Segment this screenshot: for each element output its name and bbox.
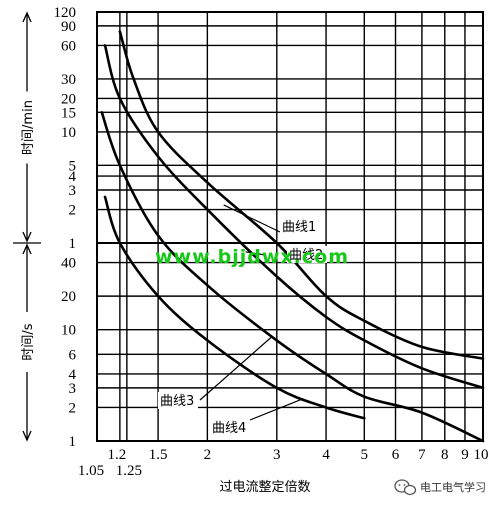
brand-name: 电工电气学习 bbox=[420, 480, 486, 494]
y-tick-label-min: 60 bbox=[61, 38, 76, 54]
x-tick-labels: 1.051.21.25 1.5 2 3 4 5 6 7 8 9 10 bbox=[78, 447, 489, 479]
x-tick-label: 2 bbox=[204, 447, 212, 463]
y-tick-label-min: 30 bbox=[61, 72, 76, 88]
x-tick-label: 1.25 bbox=[116, 463, 142, 479]
y-tick-label-sec: 1 bbox=[69, 434, 77, 450]
series-leader-4 bbox=[249, 398, 304, 421]
series-label-backdrop bbox=[280, 218, 320, 235]
y-tick-label-min: 2 bbox=[69, 203, 77, 219]
y-tick-label-min: 5 bbox=[69, 158, 77, 174]
series-label-backdrop bbox=[210, 419, 250, 436]
x-tick-label: 8 bbox=[441, 447, 449, 463]
y-tick-label-sec: 20 bbox=[61, 289, 76, 305]
y-tick-label-min: 90 bbox=[61, 19, 76, 35]
y-tick-label-sec: 3 bbox=[69, 381, 77, 397]
y-tick-label-min: 15 bbox=[61, 105, 76, 121]
sec-label-backdrop bbox=[19, 312, 35, 372]
x-tick-label: 7 bbox=[418, 447, 426, 463]
x-tick-label: 6 bbox=[392, 447, 400, 463]
x-axis-label: 过电流整定倍数 bbox=[219, 480, 310, 495]
series-line-4 bbox=[103, 195, 366, 420]
y-tick-label-min: 3 bbox=[69, 183, 77, 199]
series-labels: 曲线1 曲线2 曲线3 曲线4 bbox=[158, 204, 327, 436]
series-leader-2 bbox=[245, 251, 266, 256]
x-tick-label: 4 bbox=[322, 447, 330, 463]
y-tick-label-sec: 40 bbox=[61, 256, 76, 272]
series-label-2: 曲线2 bbox=[289, 248, 323, 263]
chart-curves bbox=[100, 30, 485, 443]
y-tick-label-sec: 10 bbox=[61, 323, 76, 339]
x-tick-label: 5 bbox=[361, 447, 369, 463]
x-tick-label: 10 bbox=[474, 447, 489, 463]
y-tick-label-sec: 2 bbox=[69, 400, 77, 416]
series-label-4: 曲线4 bbox=[212, 421, 246, 436]
series-leader-3 bbox=[199, 337, 272, 401]
brand-badge: 电工电气学习 bbox=[394, 479, 486, 496]
y-tick-label-sec: 4 bbox=[69, 367, 77, 383]
y-tick-label-sec: 6 bbox=[69, 347, 77, 363]
y-tick-label-divider: 1 bbox=[69, 236, 77, 252]
series-leader-1 bbox=[223, 204, 281, 233]
x-tick-label: 9 bbox=[461, 447, 469, 463]
y-tick-label-min: 120 bbox=[54, 5, 77, 21]
plot-frame bbox=[96, 11, 484, 442]
y-axis-label-min: 时间/min bbox=[21, 100, 36, 155]
min-label-backdrop bbox=[19, 91, 35, 164]
chart-grid bbox=[96, 11, 484, 442]
wechat-icon bbox=[394, 479, 417, 496]
y-tick-label-min: 20 bbox=[61, 91, 76, 107]
minutes-arrow-head-down bbox=[22, 231, 32, 243]
series-label-backdrop bbox=[287, 246, 327, 263]
y-tick-label-min: 4 bbox=[69, 169, 77, 185]
series-label-1: 曲线1 bbox=[282, 220, 316, 235]
watermark-text: www.bjjdwx.com bbox=[155, 246, 349, 268]
series-line-3 bbox=[100, 111, 485, 443]
y-unit-indicators: 时间/min 时间/s bbox=[13, 11, 41, 442]
x-tick-label: 1.5 bbox=[149, 447, 168, 463]
series-line-2 bbox=[103, 44, 485, 390]
minutes-arrow-head-up bbox=[22, 11, 32, 23]
seconds-arrow-head-down bbox=[22, 430, 32, 442]
y-tick-label-min: 10 bbox=[61, 125, 76, 141]
x-tick-label: 3 bbox=[273, 447, 281, 463]
y-axis-label-sec: 时间/s bbox=[21, 323, 36, 360]
seconds-arrow-head-up bbox=[22, 243, 32, 255]
series-label-3: 曲线3 bbox=[160, 394, 194, 409]
x-tick-label: 1.2 bbox=[107, 447, 126, 463]
x-tick-label: 1.05 bbox=[78, 463, 104, 479]
series-label-backdrop bbox=[158, 392, 198, 409]
series-line-1 bbox=[118, 30, 485, 360]
